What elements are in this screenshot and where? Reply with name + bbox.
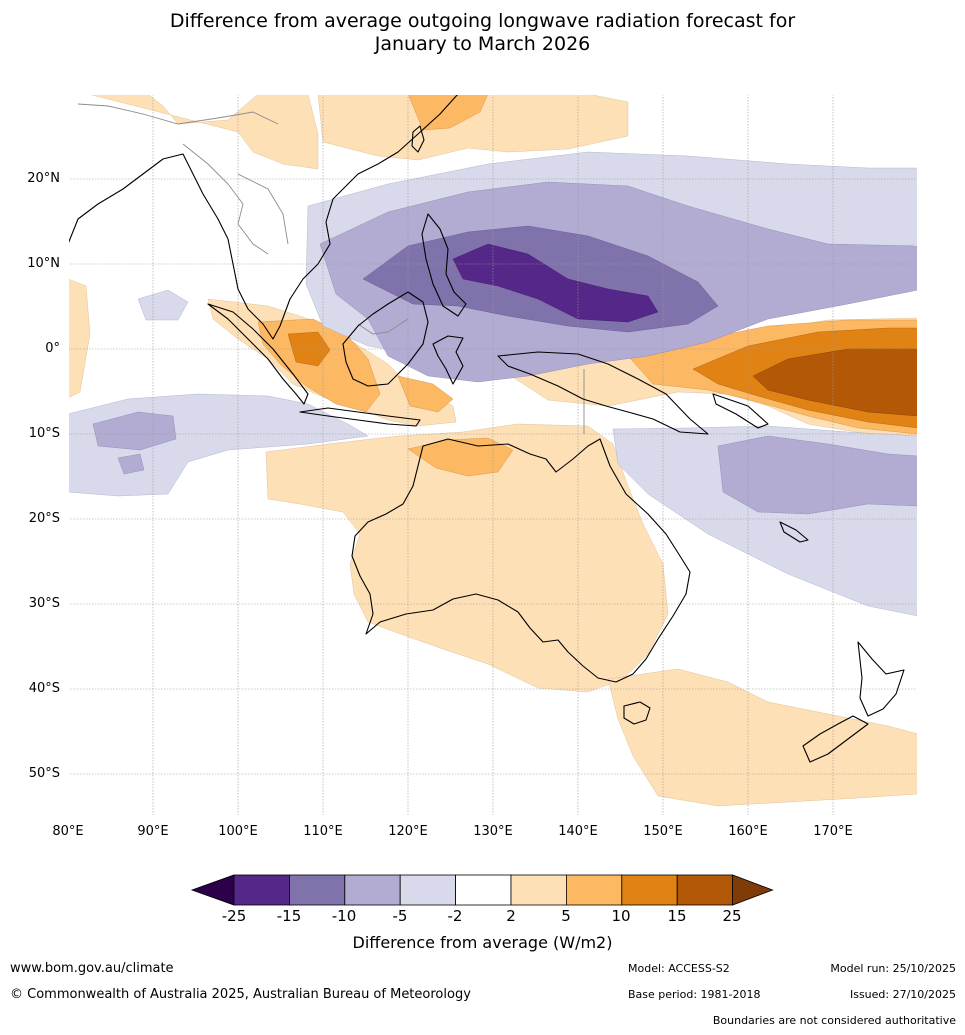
coast-new-guinea [497,351,709,435]
anomaly-region-indian-ocean-patch [92,411,177,451]
model-run-text: Model run: 25/10/2025 [830,962,956,975]
border-china-south [77,103,279,125]
coast-sulawesi [432,335,464,385]
colorbar-boxes [190,874,774,906]
colorbar-tick-minus15: -15 [276,907,302,925]
issued-text: Issued: 27/10/2025 [849,988,956,1001]
coastlines [68,94,905,763]
colorbar-tick-minus25: -25 [221,907,247,925]
anomaly-region-taiwan-strait [407,94,489,131]
coast-new-zealand-south [802,715,869,763]
colorbar-tick-25: 25 [722,907,742,925]
colorbar-box-3 [399,874,456,906]
anomaly-minus15-to-minus25-layer [452,243,659,323]
model-text: Model: ACCESS-S2 [628,962,730,975]
colorbar-tick-15: 15 [667,907,687,925]
colorbar-extend-high [732,874,774,906]
lat-label-40s: 40°S [28,681,60,696]
graticule [68,94,918,816]
anomaly-15-to-25-layer [752,348,918,417]
copyright-text: © Commonwealth of Australia 2025, Austra… [10,987,471,1002]
coast-sumatra [207,303,309,405]
lon-label-150e: 150°E [643,824,683,839]
anomaly-region-australia [265,423,669,693]
map-title: Difference from average outgoing longwav… [0,10,965,56]
lon-label-160e: 160°E [728,824,768,839]
lon-label-130e: 130°E [473,824,513,839]
anomaly-region-arafura [407,437,514,477]
lat-label-10s: 10°S [28,426,60,441]
anomaly-region-andaman [137,289,189,321]
colorbar-box-5 [510,874,567,906]
lat-label-0: 0° [45,341,60,356]
anomaly-region-pacific-warm-core [752,348,918,417]
colorbar-box-2 [344,874,401,906]
country-borders [77,103,585,434]
base-period-text: Base period: 1981-2018 [628,988,761,1001]
lat-label-30s: 30°S [28,596,60,611]
lon-label-80e: 80°E [52,824,84,839]
lon-label-110e: 110°E [303,824,343,839]
anomaly-region-timor-patch [117,453,145,475]
lon-label-90e: 90°E [137,824,169,839]
anomaly-region-indian-ocean-west [68,278,91,399]
colorbar-tick-2: 2 [506,907,516,925]
colorbar-tick-minus2: -2 [447,907,463,925]
coast-taiwan [411,125,425,153]
anomaly-region-south-pacific-patch [717,435,918,515]
colorbar-box-4 [455,874,512,906]
map-frame [68,94,918,816]
title-line-2: January to March 2026 [374,33,591,55]
border-mainland-sea [182,143,269,255]
colorbar-box-0 [233,874,290,906]
anomaly-region-south-china-sea [317,94,629,161]
colorbar [190,874,774,906]
coast-new-caledonia [779,521,809,543]
lat-label-50s: 50°S [28,766,60,781]
lat-label-10n: 10°N [27,256,60,271]
olr-anomaly-map [68,94,918,816]
colorbar-extend-low [190,874,235,906]
coast-tasmania [623,701,651,725]
colorbar-tick-5: 5 [561,907,571,925]
colorbar-tick-10: 10 [611,907,631,925]
coast-solomon [712,393,769,429]
coast-borneo [342,291,429,387]
coast-philippines [421,213,467,317]
coast-java [299,407,421,427]
border-laos-vietnam [237,173,289,245]
lon-label-100e: 100°E [218,824,258,839]
colorbar-box-1 [289,874,346,906]
anomaly-region-china-coast [87,94,319,170]
coast-new-zealand-north [857,641,905,717]
colorbar-tick-minus10: -10 [331,907,357,925]
colorbar-title: Difference from average (W/m2) [352,933,613,952]
coast-australia [351,438,691,683]
lon-label-120e: 120°E [388,824,428,839]
colorbar-tick-minus5: -5 [392,907,408,925]
lat-label-20s: 20°S [28,511,60,526]
lon-label-170e: 170°E [813,824,853,839]
lon-label-140e: 140°E [558,824,598,839]
anomaly-region-tasman-nz [607,668,918,807]
website-link[interactable]: www.bom.gov.au/climate [10,961,174,976]
colorbar-box-6 [565,874,623,906]
disclaimer-text: Boundaries are not considered authoritat… [712,1014,956,1027]
anomaly-region-core-convection [452,243,659,323]
coast-asia-mainland [68,94,459,340]
border-borneo [357,318,409,335]
colorbar-box-7 [621,874,678,906]
lat-label-20n: 20°N [27,171,60,186]
title-line-1: Difference from average outgoing longwav… [169,10,796,32]
colorbar-box-8 [676,874,734,906]
